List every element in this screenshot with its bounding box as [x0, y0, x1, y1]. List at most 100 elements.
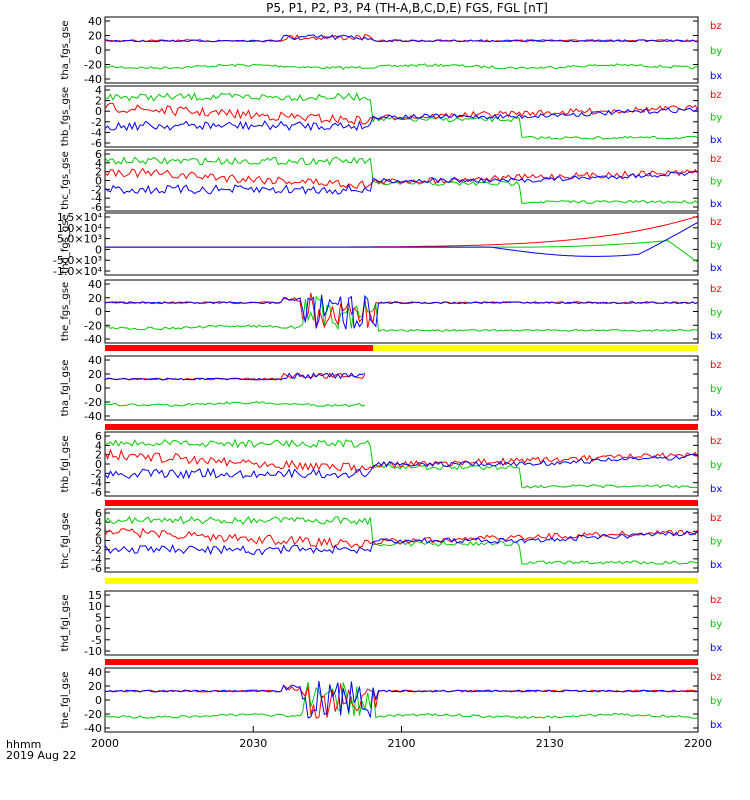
y-tick-label: 6 [95, 430, 102, 443]
y-tick-label: 5 [95, 611, 102, 624]
legend-by: by [710, 619, 722, 630]
state-bar-red [105, 659, 698, 665]
legend-bz: bz [710, 672, 722, 683]
y-tick-label: 20 [88, 680, 102, 693]
y-axis-label: the_fgs_gse [60, 282, 71, 341]
series-bz [104, 292, 699, 329]
panel-frame [104, 212, 699, 276]
legend-bz: bz [710, 90, 722, 101]
series-bx [104, 107, 699, 132]
legend-bx: bx [710, 643, 722, 654]
y-tick-label: -4 [91, 477, 102, 490]
y-tick-label: -10 [84, 645, 102, 658]
legend-bz: bz [710, 436, 722, 447]
state-bar-red [105, 500, 698, 506]
y-tick-label: 2 [95, 95, 102, 108]
legend-by: by [710, 384, 722, 395]
date-label: 2019 Aug 22 [6, 749, 76, 762]
y-tick-label: 2 [95, 166, 102, 179]
y-axis-label: tha_fgl_gse [60, 360, 71, 417]
y-tick-label: -2 [91, 544, 102, 557]
series-by [104, 401, 366, 408]
y-tick-label: 4 [95, 84, 102, 97]
y-tick-label: 2 [95, 525, 102, 538]
panel-frame [104, 85, 699, 148]
series-bz [105, 215, 699, 248]
y-tick-label: 0 [95, 306, 102, 319]
panel-frame [104, 279, 699, 344]
series-bx [104, 171, 698, 195]
series-bx [104, 372, 366, 381]
series-bx [104, 34, 699, 43]
y-tick-label: 0 [95, 175, 102, 188]
y-axis-label: the_fgl_gse [60, 672, 71, 729]
y-tick-label: -40 [84, 410, 102, 423]
y-tick-label: 6 [95, 148, 102, 161]
legend-bx: bx [710, 71, 722, 82]
state-bar-yellow [105, 578, 698, 584]
y-tick-label: -6 [91, 137, 102, 150]
y-axis-label: thd_fgs_gse [60, 214, 71, 273]
series-bz [104, 527, 699, 549]
y-tick-label: 40 [88, 15, 102, 28]
y-tick-label: -20 [84, 59, 102, 72]
y-tick-label: -4 [91, 126, 102, 139]
legend-by: by [710, 308, 722, 319]
status-bars [105, 345, 698, 665]
panel-thb_fgs_gse: 420-2-4-6 thb_fgs_gse bz by bx [60, 84, 722, 150]
y-tick-label: -6 [91, 562, 102, 575]
y-tick-label: -6 [91, 201, 102, 214]
legend-by: by [710, 113, 722, 124]
state-bar-red [105, 345, 373, 351]
y-tick-label: 4 [95, 157, 102, 170]
series-by [104, 438, 699, 489]
series-bx [104, 453, 699, 480]
legend-by: by [710, 537, 722, 548]
series-by [104, 681, 699, 719]
y-tick-label: -6 [91, 486, 102, 499]
y-tick-label: -20 [84, 396, 102, 409]
series-by [105, 240, 699, 264]
x-tick-label: 2200 [684, 737, 712, 750]
state-bar-red [105, 424, 698, 430]
series-bx [104, 681, 699, 719]
series-by [104, 515, 699, 565]
y-tick-label: 6 [95, 507, 102, 520]
legend-bz: bz [710, 513, 722, 524]
series-bz [104, 683, 699, 719]
series-bz [104, 167, 699, 189]
series-bx [104, 294, 699, 330]
series-by [104, 295, 699, 332]
chart-title: P5, P1, P2, P3, P4 (TH-A,B,C,D,E) FGS, F… [266, 1, 548, 15]
legend-by: by [710, 460, 722, 471]
x-tick-label: 2100 [388, 737, 416, 750]
legend-bx: bx [710, 263, 722, 274]
y-tick-label: 5.0×10³ [57, 233, 102, 246]
y-tick-label: 0 [95, 694, 102, 707]
y-tick-label: 0 [95, 44, 102, 57]
y-tick-label: -2 [91, 183, 102, 196]
series-bz [104, 102, 699, 126]
y-tick-label: -40 [84, 73, 102, 86]
y-tick-label: -4 [91, 553, 102, 566]
legend-bz: bz [710, 360, 722, 371]
y-tick-label: -5 [91, 634, 102, 647]
y-tick-label: -4 [91, 192, 102, 205]
y-tick-label: -20 [84, 708, 102, 721]
legend-bz: bz [710, 154, 722, 165]
panel-frame [104, 590, 699, 656]
y-tick-label: -40 [84, 722, 102, 735]
y-tick-label: 1.0×10⁴ [57, 222, 103, 235]
y-tick-label: 20 [88, 30, 102, 43]
legend-bx: bx [710, 408, 722, 419]
y-axis-label: tha_fgs_gse [60, 20, 71, 79]
y-axis-label: thb_fgs_gse [60, 87, 71, 146]
legend-bx: bx [710, 331, 722, 342]
legend-by: by [710, 696, 722, 707]
y-tick-label: 20 [88, 368, 102, 381]
